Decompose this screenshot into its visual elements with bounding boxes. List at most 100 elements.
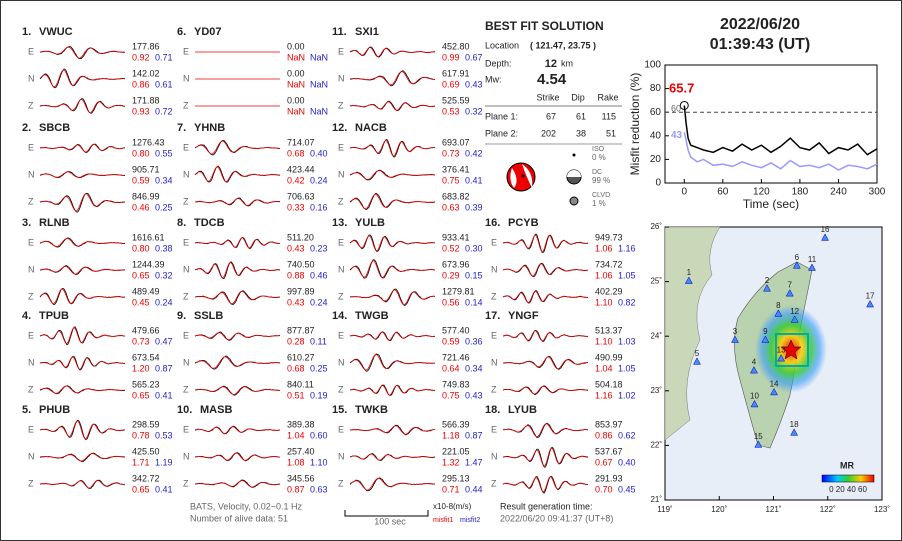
- misfit2: 1.10: [310, 457, 328, 467]
- component-percent: 1 %: [592, 199, 606, 208]
- station-label: 5: [695, 349, 700, 358]
- misfit2: 0.19: [310, 390, 328, 400]
- misfit-line: [683, 105, 878, 156]
- amplitude: 714.07: [287, 137, 315, 147]
- generated-time: 2022/06/20 09:41:37 (UT+8): [500, 513, 613, 523]
- misfit2: 0.36: [465, 336, 483, 346]
- footer-alive: Number of alive data: 51: [190, 513, 288, 523]
- station-index: 3.: [22, 217, 31, 229]
- misfit1: 1.04: [287, 430, 305, 440]
- misfit1: 0.88: [287, 270, 305, 280]
- x-tick-label: 60: [717, 187, 729, 198]
- station-label: 1: [687, 268, 692, 277]
- synthetic-trace: [194, 166, 281, 183]
- misfit1: 0.53: [442, 106, 460, 116]
- beachball: [506, 162, 536, 192]
- solution-title: BEST FIT SOLUTION: [485, 19, 604, 33]
- misfit1: 0.71: [442, 484, 460, 494]
- amplitude: 617.91: [442, 68, 470, 78]
- synthetic-trace: [349, 385, 436, 396]
- misfit1: NaN: [287, 52, 305, 62]
- amplitude: 1244.39: [132, 259, 165, 269]
- component: E: [491, 424, 497, 434]
- amplitude: 257.40: [287, 446, 315, 456]
- synthetic-trace: [349, 425, 436, 435]
- component: E: [28, 424, 34, 434]
- synthetic-trace: [502, 356, 588, 370]
- misfit1: 1.08: [287, 457, 305, 467]
- component: N: [338, 357, 345, 367]
- synthetic-trace: [349, 331, 436, 341]
- component: E: [183, 424, 189, 434]
- misfit2: 0.53: [155, 430, 173, 440]
- misfit1: 0.87: [287, 484, 305, 494]
- component: N: [338, 73, 345, 83]
- misfit2: 0.34: [465, 363, 483, 373]
- y-tick-label: 100: [644, 60, 661, 71]
- misfit1: 0.70: [595, 484, 613, 494]
- plane-header: Strike: [536, 92, 559, 102]
- station-name: MASB: [200, 404, 232, 416]
- misfit2: 0.82: [618, 297, 636, 307]
- colorbar: [821, 474, 875, 483]
- component: E: [28, 330, 34, 340]
- amplitude: 171.88: [132, 95, 160, 105]
- amplitude: 949.73: [595, 232, 623, 242]
- plane-value: 61: [576, 111, 586, 121]
- amplitude: 423.44: [287, 164, 315, 174]
- component: Z: [491, 291, 497, 301]
- misfit1: 0.92: [132, 52, 150, 62]
- misfit2: 0.60: [310, 430, 328, 440]
- component: E: [338, 237, 344, 247]
- component: E: [491, 330, 497, 340]
- station-name: NACB: [355, 122, 387, 134]
- misfit2: 0.67: [465, 52, 483, 62]
- misfit1: 0.51: [287, 390, 305, 400]
- amplitude: 0.00: [287, 68, 305, 78]
- y-tick-label: 80: [650, 83, 662, 94]
- plane-label: Plane 2:: [485, 128, 518, 138]
- station-name: LYUB: [508, 404, 537, 416]
- component: N: [491, 264, 498, 274]
- lon-label: 120˚: [711, 505, 727, 514]
- amplitude: 342.72: [132, 473, 160, 483]
- amplitude: 511.20: [287, 232, 314, 242]
- station-marker: [821, 233, 829, 241]
- station-marker: [750, 366, 758, 374]
- x-tick-label: 120: [753, 187, 770, 198]
- depth-unit: km: [561, 58, 573, 68]
- synthetic-trace: [39, 420, 126, 440]
- misfit1: 0.56: [442, 297, 460, 307]
- footer-source: BATS, Velocity, 0.02~0.1 Hz: [190, 501, 302, 511]
- synthetic-trace: [39, 385, 126, 394]
- station-label: 11: [808, 255, 817, 264]
- misfit1: 1.71: [132, 457, 150, 467]
- component: Z: [28, 291, 34, 301]
- misfit2: NaN: [310, 52, 328, 62]
- misfit2: 0.45: [618, 484, 636, 494]
- synthetic-trace: [39, 480, 125, 489]
- station-index: 6.: [177, 26, 186, 38]
- misfit1: 0.69: [442, 79, 460, 89]
- misfit1: NaN: [287, 79, 305, 89]
- station-index: 2.: [22, 122, 31, 134]
- legend-misfit2: misfit2: [460, 517, 480, 524]
- component: Z: [183, 196, 189, 206]
- misfit1: 0.29: [442, 270, 460, 280]
- station-marker: [790, 428, 799, 436]
- misfit2: 0.61: [155, 79, 173, 89]
- component: Z: [183, 478, 189, 488]
- misfit2: 1.05: [618, 363, 636, 373]
- station-name: RLNB: [39, 217, 70, 229]
- misfit1: 0.86: [595, 430, 613, 440]
- amplitude: 452.80: [442, 41, 470, 51]
- station-marker: [754, 440, 763, 448]
- event-date: 2022/06/20: [720, 16, 800, 33]
- amplitude: 933.41: [442, 232, 470, 242]
- station-index: 11.: [332, 26, 347, 38]
- station-name: YD07: [194, 26, 222, 38]
- plot-area: [664, 64, 878, 184]
- station-marker: [792, 261, 801, 269]
- amplitude: 740.50: [287, 259, 315, 269]
- misfit2: 0.71: [155, 52, 173, 62]
